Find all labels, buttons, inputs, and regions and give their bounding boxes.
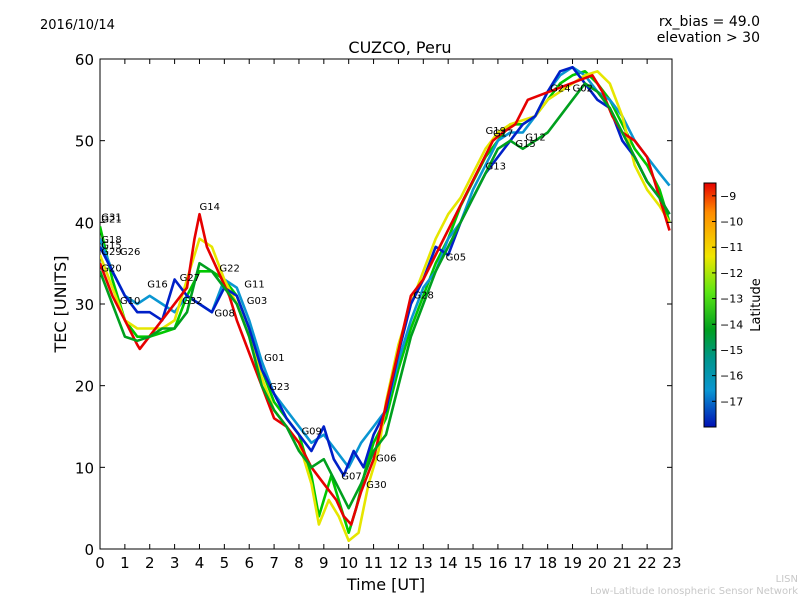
satellite-label: G07 xyxy=(341,472,361,483)
satellite-label: G28 xyxy=(413,290,433,301)
satellite-label: G31 xyxy=(101,213,121,224)
satellite-label: G30 xyxy=(366,480,386,491)
y-tick-label: 10 xyxy=(75,459,94,477)
x-tick-label: 3 xyxy=(170,554,180,572)
colorbar-tick-label: −14 xyxy=(720,318,743,331)
satellite-label: G11 xyxy=(244,280,264,291)
x-axis-label: Time [UT] xyxy=(346,575,425,594)
x-tick-label: 15 xyxy=(463,554,482,572)
plot-area xyxy=(99,58,673,550)
satellite-label: G19 xyxy=(485,126,505,137)
x-tick-label: 5 xyxy=(220,554,230,572)
satellite-label: G12 xyxy=(525,133,545,144)
y-tick-label: 0 xyxy=(84,541,94,559)
tec-series-1 xyxy=(100,70,671,534)
satellite-label: G26 xyxy=(120,247,140,258)
satellite-label: G02 xyxy=(573,84,593,95)
satellite-label: G24 xyxy=(550,84,570,95)
x-tick-label: 17 xyxy=(513,554,532,572)
chart-title: CUZCO, Peru xyxy=(348,38,452,57)
satellite-label: G32 xyxy=(182,296,202,307)
x-tick-label: 10 xyxy=(339,554,358,572)
colorbar-tick-label: −11 xyxy=(720,241,743,254)
colorbar-label: Latitude xyxy=(749,278,764,332)
bias-info: rx_bias = 49.0 elevation > 30 xyxy=(657,14,760,46)
satellite-label: G08 xyxy=(214,308,234,319)
x-tick-label: 13 xyxy=(414,554,433,572)
x-tick-label: 1 xyxy=(120,554,130,572)
colorbar-tick-label: −13 xyxy=(720,293,743,306)
x-tick-label: 16 xyxy=(488,554,507,572)
colorbar-tick-label: −12 xyxy=(720,267,743,280)
elevation-label: elevation > 30 xyxy=(656,30,760,46)
satellite-label: G18 xyxy=(101,235,121,246)
x-tick-label: 20 xyxy=(588,554,607,572)
satellite-label: G20 xyxy=(101,263,121,274)
x-axis: 0 1 2 3 4 5 6 7 8 9 10 11 12 13 14 15 16 17 18 19 20 21 22 23 xyxy=(95,59,682,572)
colorbar-tick-label: −10 xyxy=(720,216,743,229)
y-tick-label: 50 xyxy=(75,133,94,151)
satellite-label: G01 xyxy=(264,353,284,364)
rx-bias-label: rx_bias = 49.0 xyxy=(658,14,760,30)
y-tick-label: 30 xyxy=(75,296,94,314)
x-tick-label: 2 xyxy=(145,554,155,572)
x-tick-label: 23 xyxy=(662,554,681,572)
x-tick-label: 9 xyxy=(319,554,329,572)
y-tick-label: 20 xyxy=(75,378,94,396)
series-layer xyxy=(100,65,671,543)
satellite-label: G09 xyxy=(301,427,321,438)
x-tick-label: 21 xyxy=(613,554,632,572)
y-axis-label: TEC [UNITS] xyxy=(51,256,70,354)
colorbar xyxy=(703,182,717,428)
colorbar-tick-label: −17 xyxy=(720,395,743,408)
satellite-label: G06 xyxy=(376,454,396,465)
satellite-label: G15 xyxy=(101,240,121,251)
satellite-label: G10 xyxy=(120,296,140,307)
x-tick-label: 7 xyxy=(269,554,279,572)
satellite-label: G16 xyxy=(147,280,167,291)
satellite-label: G13 xyxy=(485,161,505,172)
tec-series-6 xyxy=(100,82,671,510)
x-tick-label: 19 xyxy=(563,554,582,572)
satellite-label: G15 xyxy=(515,139,535,150)
y-tick-label: 40 xyxy=(75,214,94,232)
satellite-label: G14 xyxy=(199,202,219,213)
colorbar-tick-label: −15 xyxy=(720,344,743,357)
credit-network: Low-Latitude Ionospheric Sensor Network xyxy=(590,586,798,597)
credit-lisn: LISN xyxy=(775,574,798,585)
satellite-label: G29 xyxy=(101,247,121,258)
x-tick-label: 18 xyxy=(538,554,557,572)
satellite-label: G05 xyxy=(446,253,466,264)
x-tick-label: 6 xyxy=(244,554,254,572)
satellite-label: G23 xyxy=(269,382,289,393)
satellite-label: G03 xyxy=(247,296,267,307)
colorbar-tick-label: −16 xyxy=(720,370,743,383)
satellite-label: G17 xyxy=(493,129,513,140)
date-label: 2016/10/14 xyxy=(40,18,115,33)
x-tick-label: 11 xyxy=(364,554,383,572)
x-tick-label: 14 xyxy=(439,554,458,572)
x-tick-label: 0 xyxy=(95,554,105,572)
tec-series-5 xyxy=(100,74,671,526)
satellite-label: G22 xyxy=(219,263,239,274)
colorbar-tick-label: −9 xyxy=(720,190,736,203)
x-tick-label: 8 xyxy=(294,554,304,572)
x-tick-label: 12 xyxy=(389,554,408,572)
tec-series-4 xyxy=(100,65,671,477)
x-tick-label: 22 xyxy=(638,554,657,572)
y-tick-label: 60 xyxy=(75,51,94,69)
y-axis: 0 10 20 30 40 50 60 xyxy=(75,51,672,559)
satellite-label: G21 xyxy=(101,214,121,225)
x-tick-label: 4 xyxy=(195,554,205,572)
colorbar-ticks: −9 −10 −11 −12 −13 −14 −15 −16 −17 xyxy=(712,190,743,408)
satellite-label: G27 xyxy=(180,273,200,284)
satellite-labels: G31G21G18G15G29G26G20G16G10G14G27G32G22G… xyxy=(101,84,593,491)
credit: LISN Low-Latitude Ionospheric Sensor Net… xyxy=(590,574,798,598)
